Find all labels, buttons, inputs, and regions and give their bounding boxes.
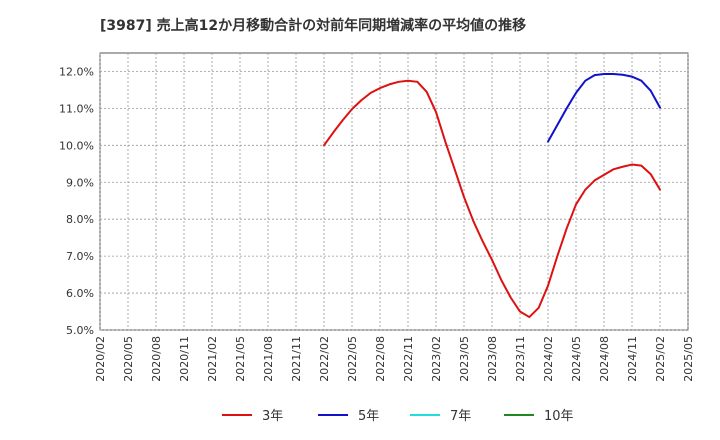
- y-tick-label: 12.0%: [59, 65, 94, 78]
- x-tick-label: 2024/08: [598, 336, 611, 382]
- x-tick-label: 2024/05: [570, 336, 583, 382]
- chart-title: [3987] 売上高12か月移動合計の対前年同期増減率の平均値の推移: [100, 17, 526, 34]
- x-tick-label: 2022/05: [346, 336, 359, 382]
- x-tick-label: 2023/11: [514, 336, 527, 382]
- x-tick-label: 2025/05: [682, 336, 695, 382]
- y-tick-label: 9.0%: [66, 176, 94, 189]
- x-tick-label: 2023/05: [458, 336, 471, 382]
- x-tick-label: 2022/02: [318, 336, 331, 382]
- legend-label-5年[interactable]: 5年: [358, 409, 379, 424]
- x-tick-label: 2022/11: [402, 336, 415, 382]
- legend-label-10年[interactable]: 10年: [544, 409, 574, 424]
- x-tick-label: 2023/02: [430, 336, 443, 382]
- y-tick-label: 5.0%: [66, 324, 94, 337]
- legend[interactable]: 3年 5年 7年 10年: [222, 409, 574, 424]
- plot-area: [99, 52, 689, 331]
- y-tick-label: 7.0%: [66, 250, 94, 263]
- x-tick-label: 2022/08: [374, 336, 387, 382]
- legend-label-3年[interactable]: 3年: [262, 409, 283, 424]
- x-tick-label: 2020/05: [122, 336, 135, 382]
- x-tick-label: 2024/02: [542, 336, 555, 382]
- y-axis-ticks: 5.0% 6.0% 7.0% 8.0% 9.0% 10.0% 11.0% 12.0%: [59, 65, 94, 337]
- series-lines: [323, 73, 661, 319]
- x-tick-label: 2021/08: [262, 336, 275, 382]
- x-tick-label: 2020/11: [178, 336, 191, 382]
- x-tick-label: 2025/02: [654, 336, 667, 382]
- y-tick-label: 11.0%: [59, 102, 94, 115]
- series-line-3年: [323, 79, 661, 319]
- x-tick-label: 2021/11: [290, 336, 303, 382]
- x-tick-label: 2024/11: [626, 336, 639, 382]
- y-tick-label: 8.0%: [66, 213, 94, 226]
- plot-frame: [99, 52, 689, 331]
- x-tick-label: 2020/02: [94, 336, 107, 382]
- series-line-5年: [547, 73, 661, 143]
- x-tick-label: 2021/02: [206, 336, 219, 382]
- x-axis-ticks: 2020/02 2020/05 2020/08 2020/11 2021/02 2021/…: [94, 336, 695, 382]
- y-tick-label: 6.0%: [66, 287, 94, 300]
- x-tick-label: 2023/08: [486, 336, 499, 382]
- x-tick-label: 2020/08: [150, 336, 163, 382]
- legend-label-7年[interactable]: 7年: [450, 409, 471, 424]
- x-tick-label: 2021/05: [234, 336, 247, 382]
- y-tick-label: 10.0%: [59, 139, 94, 152]
